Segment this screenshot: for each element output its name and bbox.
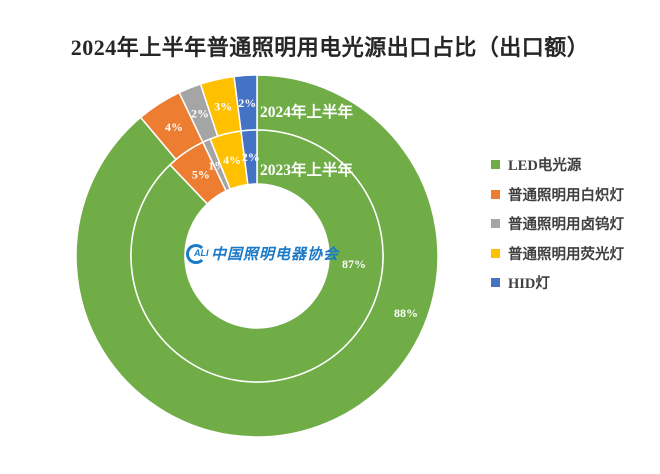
legend-swatch-icon bbox=[491, 278, 500, 288]
slice-value-label: 2% bbox=[238, 96, 256, 110]
slice-value-label: 2% bbox=[242, 150, 260, 164]
legend: LED电光源 普通照明用白炽灯 普通照明用卤钨灯 普通照明用荧光灯 HID灯 bbox=[491, 150, 624, 298]
slice-value-label: 87% bbox=[342, 257, 366, 271]
legend-item-incandescent: 普通照明用白炽灯 bbox=[491, 180, 624, 210]
chart-title: 2024年上半年普通照明用电光源出口占比（出口额） bbox=[70, 35, 590, 60]
inner-ring-slice bbox=[130, 129, 384, 383]
slice-value-label: 3% bbox=[214, 99, 232, 113]
legend-swatch-icon bbox=[491, 189, 500, 199]
legend-swatch-icon bbox=[491, 160, 500, 170]
cali-logo-icon: ALI bbox=[186, 243, 209, 264]
slice-value-label: 4% bbox=[165, 120, 183, 134]
slice-value-label: 5% bbox=[192, 167, 210, 181]
ring-series-label: 2024年上半年 bbox=[260, 102, 354, 121]
legend-item-fluorescent: 普通照明用荧光灯 bbox=[491, 239, 624, 269]
legend-item-hid: HID灯 bbox=[491, 268, 624, 298]
inner-ring-slice bbox=[240, 129, 258, 186]
slice-value-label: 88% bbox=[394, 306, 418, 320]
legend-swatch-icon bbox=[491, 248, 500, 258]
logo-text: 中国照明电器协会 bbox=[211, 245, 340, 263]
cali-logo: ALI 中国照明电器协会 bbox=[186, 243, 339, 264]
legend-swatch-icon bbox=[491, 219, 500, 229]
legend-item-led: LED电光源 bbox=[491, 150, 624, 180]
slice-value-label: 4% bbox=[223, 153, 241, 167]
ring-series-label: 2023年上半年 bbox=[260, 160, 354, 179]
slice-value-label: 2% bbox=[191, 106, 209, 120]
legend-item-halogen: 普通照明用卤钨灯 bbox=[491, 209, 624, 239]
